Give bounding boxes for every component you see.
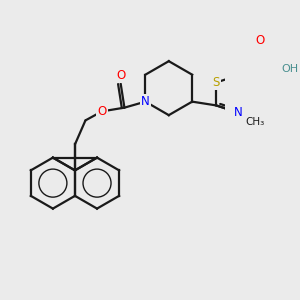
Text: OH: OH [282,64,299,74]
Text: CH₃: CH₃ [245,117,265,127]
Text: S: S [212,76,220,89]
Text: O: O [116,69,125,82]
Text: N: N [141,95,150,108]
Text: O: O [97,105,106,118]
Text: N: N [234,106,242,119]
Text: O: O [255,34,264,47]
